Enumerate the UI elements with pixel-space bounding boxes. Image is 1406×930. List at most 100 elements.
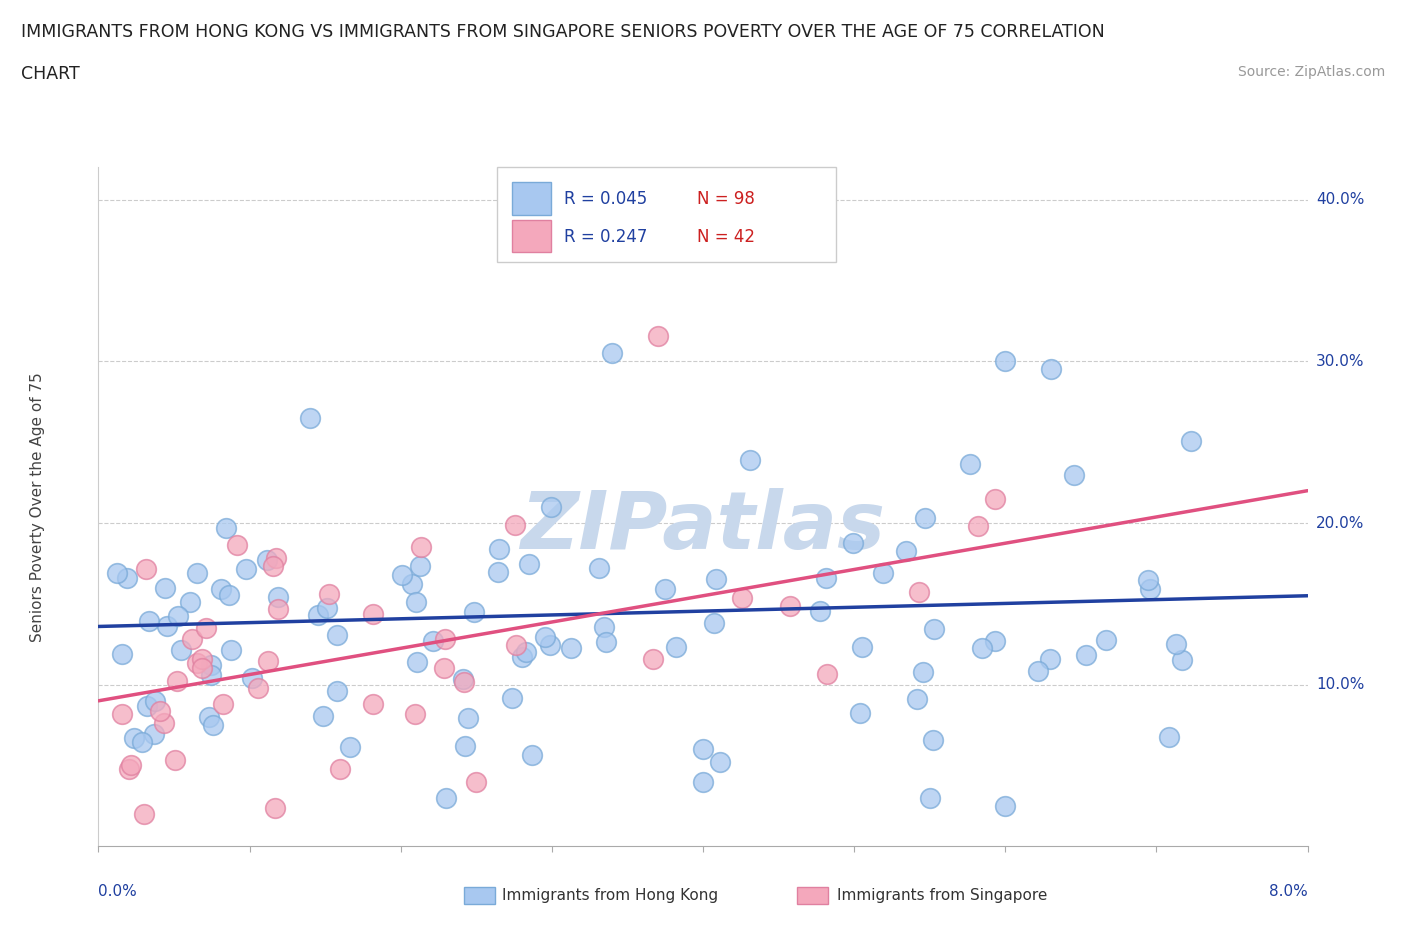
Point — [218, 587, 240, 602]
Point — [911, 665, 934, 680]
Point — [560, 641, 582, 656]
Point — [326, 684, 349, 698]
Text: Immigrants from Singapore: Immigrants from Singapore — [837, 888, 1047, 903]
Point — [1039, 652, 1062, 667]
Point — [404, 707, 426, 722]
Point — [515, 644, 537, 659]
Point — [361, 606, 384, 621]
Point — [212, 697, 235, 711]
Point — [872, 565, 894, 580]
Point — [512, 649, 534, 664]
Point — [235, 561, 257, 576]
Point — [486, 565, 509, 579]
Point — [520, 748, 543, 763]
Point — [200, 658, 222, 672]
Point — [361, 697, 384, 711]
Point — [1028, 664, 1050, 679]
Point — [326, 628, 349, 643]
Point — [810, 604, 832, 618]
Point — [179, 594, 201, 609]
Text: Immigrants from Hong Kong: Immigrants from Hong Kong — [502, 888, 718, 903]
Point — [132, 806, 155, 821]
Point — [138, 613, 160, 628]
Point — [703, 615, 725, 630]
Point — [970, 641, 993, 656]
Point — [994, 354, 1017, 369]
Point — [959, 456, 981, 471]
Text: 8.0%: 8.0% — [1268, 884, 1308, 898]
Point — [215, 521, 238, 536]
Point — [136, 698, 159, 713]
Point — [156, 618, 179, 633]
Point — [226, 538, 249, 552]
Point — [848, 706, 870, 721]
Point — [256, 553, 278, 568]
Point — [200, 667, 222, 682]
Point — [409, 558, 432, 573]
Bar — [512, 219, 551, 252]
Point — [405, 594, 427, 609]
Point — [503, 518, 526, 533]
Point — [219, 643, 242, 658]
Point — [143, 694, 166, 709]
Point — [131, 735, 153, 750]
Point — [692, 774, 714, 789]
Point — [709, 754, 731, 769]
Point — [540, 500, 562, 515]
Point — [135, 561, 157, 576]
Text: Seniors Poverty Over the Age of 75: Seniors Poverty Over the Age of 75 — [31, 372, 45, 642]
Point — [120, 757, 142, 772]
Point — [994, 799, 1017, 814]
Point — [924, 621, 946, 636]
Point — [186, 656, 208, 671]
Point — [914, 511, 936, 525]
Text: 40.0%: 40.0% — [1316, 193, 1364, 207]
Point — [922, 733, 945, 748]
Point — [1063, 467, 1085, 482]
Point — [505, 638, 527, 653]
Point — [181, 631, 204, 646]
Point — [329, 762, 352, 777]
Point — [433, 660, 456, 675]
Point — [339, 740, 361, 755]
Point — [422, 633, 444, 648]
Point — [595, 634, 617, 649]
Point — [894, 544, 917, 559]
Point — [401, 577, 423, 591]
Point — [153, 716, 176, 731]
Text: R = 0.045: R = 0.045 — [564, 191, 647, 208]
Point — [815, 570, 838, 585]
Point — [1095, 632, 1118, 647]
Point — [122, 731, 145, 746]
Point — [647, 328, 669, 343]
Point — [186, 565, 208, 580]
Point — [166, 673, 188, 688]
Point — [488, 541, 510, 556]
Point — [465, 774, 488, 789]
Text: N = 42: N = 42 — [697, 228, 755, 246]
Point — [1074, 648, 1097, 663]
Bar — [512, 182, 551, 215]
Text: 0.0%: 0.0% — [98, 884, 138, 898]
Point — [247, 681, 270, 696]
Bar — [498, 167, 837, 262]
Text: ZIPatlas: ZIPatlas — [520, 488, 886, 566]
Text: 30.0%: 30.0% — [1316, 354, 1364, 369]
Point — [908, 585, 931, 600]
Point — [299, 410, 322, 425]
Point — [1157, 730, 1180, 745]
Point — [457, 711, 479, 725]
Point — [1136, 573, 1159, 588]
Text: Source: ZipAtlas.com: Source: ZipAtlas.com — [1237, 65, 1385, 79]
Point — [318, 587, 340, 602]
Point — [264, 551, 287, 565]
Point — [588, 561, 610, 576]
Point — [918, 790, 941, 805]
Point — [316, 600, 339, 615]
Point — [433, 632, 456, 647]
Point — [409, 539, 432, 554]
Point — [264, 801, 287, 816]
Point — [166, 608, 188, 623]
Point — [1171, 652, 1194, 667]
Point — [105, 565, 128, 580]
